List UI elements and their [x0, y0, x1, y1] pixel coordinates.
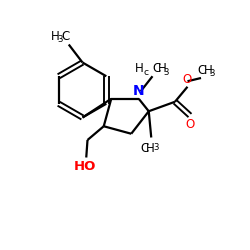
- Text: O: O: [186, 118, 195, 132]
- Text: H: H: [158, 62, 167, 75]
- Text: C: C: [152, 62, 161, 75]
- Text: HO: HO: [74, 160, 96, 172]
- Text: N: N: [133, 84, 144, 98]
- Text: 3: 3: [163, 68, 169, 77]
- Text: C: C: [198, 64, 206, 77]
- Text: H: H: [204, 64, 212, 77]
- Text: 3: 3: [209, 70, 214, 78]
- Text: H: H: [146, 142, 154, 155]
- Text: C: C: [61, 30, 69, 43]
- Text: c: c: [144, 68, 149, 77]
- Text: O: O: [182, 73, 192, 86]
- Text: H: H: [135, 62, 144, 75]
- Text: 3: 3: [153, 144, 158, 152]
- Text: C: C: [140, 142, 148, 155]
- Text: 3: 3: [57, 36, 63, 44]
- Text: H: H: [51, 30, 59, 43]
